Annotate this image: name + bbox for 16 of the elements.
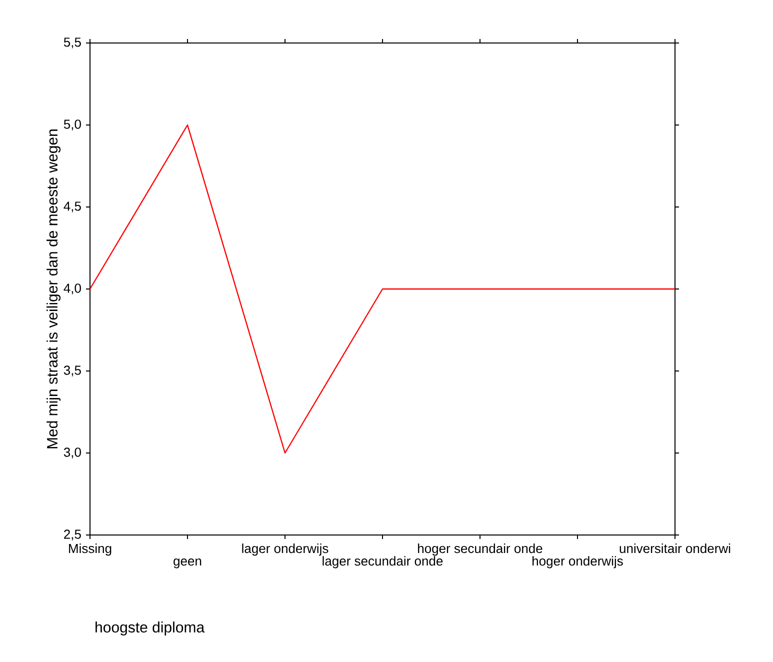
x-tick-label: geen — [174, 558, 202, 568]
y-tick-label: 3,5 — [64, 366, 81, 376]
x-tick-label: hoger onderwijs — [532, 556, 623, 568]
y-tick-label: 5,5 — [64, 38, 81, 48]
x-tick-label: lager secundair onde — [322, 556, 443, 568]
y-tick-label: 5,0 — [64, 120, 81, 130]
y-axis-title: Med mijn straat is veiliger dan de meeste wegen — [46, 130, 61, 448]
x-tick-label: hoger secundair onde — [418, 544, 542, 556]
y-tick-label: 4,0 — [64, 284, 81, 294]
x-tick-label: Missing — [69, 544, 112, 556]
x-tick-label: lager onderwijs — [242, 544, 328, 556]
y-tick-label: 3,0 — [64, 448, 81, 458]
x-tick-label: universitair onderwi — [620, 544, 730, 554]
y-tick-label: 2,5 — [64, 530, 81, 540]
x-axis-title: hoogste diploma — [96, 622, 205, 636]
y-tick-label: 4,5 — [64, 202, 81, 212]
